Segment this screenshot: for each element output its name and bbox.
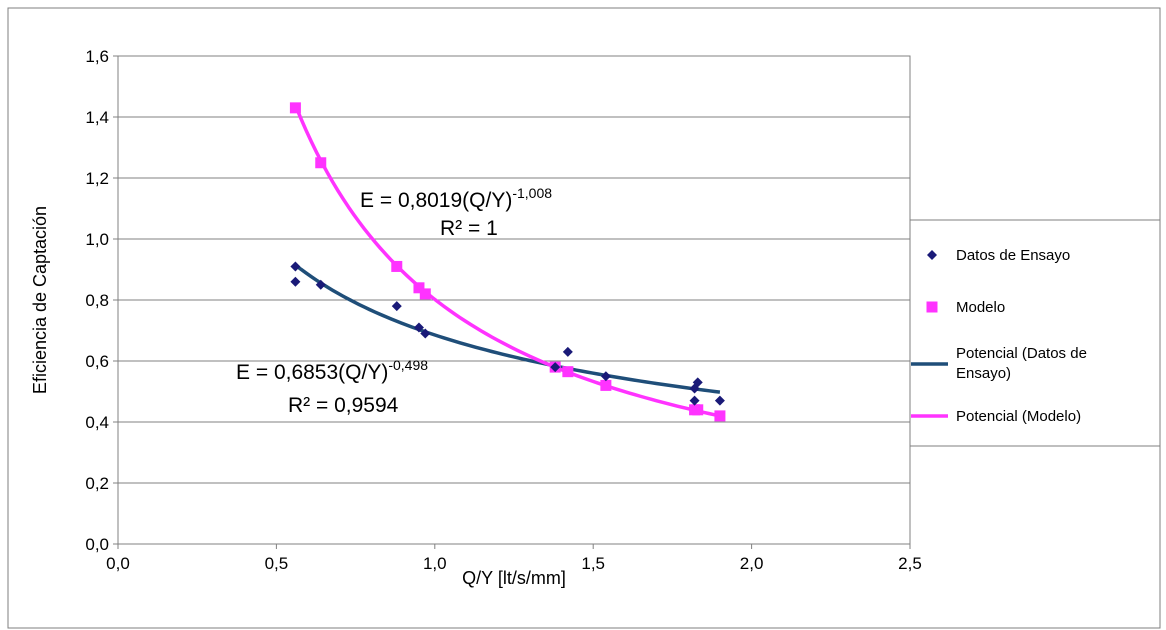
equation-data: E = 0,6853(Q/Y)-0,498	[236, 357, 428, 384]
data-point-ensayo	[420, 328, 431, 339]
trendlines	[293, 104, 721, 418]
legend-diamond-marker	[927, 250, 937, 260]
legend-box	[909, 219, 1161, 447]
axes: 0,0 0,2 0,4 0,6 0,8 1,0 1,2 1,4 1,6 0,0 0,5 1,0 1,5 2…	[85, 47, 921, 573]
equation-model: E = 0,8019(Q/Y)-1,008	[360, 185, 552, 212]
data-point-modelo	[391, 260, 403, 272]
data-point-ensayo	[692, 377, 703, 388]
trendline-modelo	[293, 104, 721, 418]
y-tick-label: 1,2	[85, 169, 109, 188]
data-point-ensayo	[600, 371, 611, 382]
legend-label: Potencial (Datos de	[956, 345, 1087, 362]
legend: Datos de Ensayo Modelo Potencial (Datos de…	[911, 247, 1087, 425]
data-point-modelo	[692, 404, 704, 416]
data-point-ensayo	[413, 322, 424, 333]
x-tick-label: 1,0	[423, 554, 447, 573]
data-point-modelo	[600, 379, 612, 391]
data-point-ensayo	[689, 395, 700, 406]
data-point-modelo	[289, 102, 301, 114]
legend-label: Ensayo)	[956, 365, 1011, 382]
legend-label: Modelo	[956, 299, 1005, 316]
x-axis-title: Q/Y [lt/s/mm]	[462, 568, 566, 588]
data-point-ensayo	[290, 261, 301, 272]
data-point-ensayo	[550, 362, 561, 373]
y-axis-title: Eficiencia de Captación	[30, 206, 50, 394]
legend-square-marker	[926, 301, 938, 313]
y-tick-label: 0,6	[85, 352, 109, 371]
data-point-modelo	[562, 366, 574, 378]
data-point-ensayo	[391, 301, 402, 312]
trendline-datos-de-ensayo	[294, 263, 721, 394]
r2-model: R² = 1	[440, 217, 498, 240]
x-tick-label: 0,0	[106, 554, 130, 573]
data-point-modelo	[714, 410, 726, 422]
x-tick-label: 0,5	[265, 554, 289, 573]
x-tick-label: 2,0	[740, 554, 764, 573]
y-tick-label: 1,4	[85, 108, 109, 127]
equation-model-exponent: -1,008	[512, 185, 552, 201]
legend-label: Datos de Ensayo	[956, 247, 1070, 264]
data-point-ensayo	[315, 279, 326, 290]
equation-data-exponent: -0,498	[388, 357, 428, 373]
legend-label: Potencial (Modelo)	[956, 408, 1081, 425]
data-point-ensayo	[562, 346, 573, 357]
y-tick-label: 0,2	[85, 474, 109, 493]
y-tick-label: 0,0	[85, 535, 109, 554]
data-points	[289, 102, 726, 422]
data-point-modelo	[413, 282, 425, 294]
y-tick-label: 1,6	[85, 47, 109, 66]
x-tick-label: 1,5	[581, 554, 605, 573]
y-tick-label: 0,8	[85, 291, 109, 310]
data-point-modelo	[315, 157, 327, 169]
equation-data-prefix: E = 0,6853(Q/Y)	[236, 361, 388, 384]
x-tick-label: 2,5	[898, 554, 922, 573]
gridlines	[118, 55, 910, 484]
equation-model-prefix: E = 0,8019(Q/Y)	[360, 189, 512, 212]
r2-data: R² = 0,9594	[288, 394, 399, 417]
data-point-ensayo	[290, 276, 301, 287]
y-tick-label: 0,4	[85, 413, 109, 432]
y-tick-label: 1,0	[85, 230, 109, 249]
data-point-modelo	[419, 288, 431, 300]
data-point-ensayo	[714, 395, 725, 406]
